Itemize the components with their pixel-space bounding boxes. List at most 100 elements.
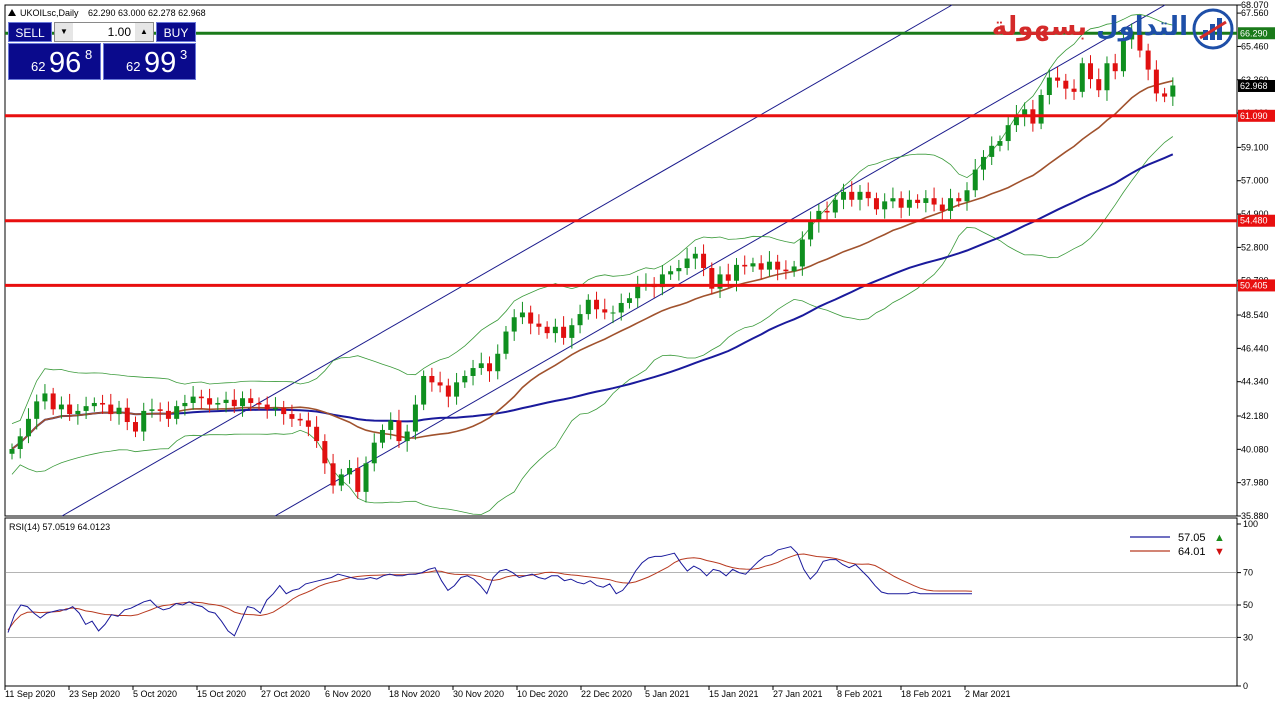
buy-button[interactable]: BUY — [156, 22, 196, 42]
candle-body — [9, 449, 15, 454]
candle-body — [75, 410, 81, 415]
candle-body — [931, 198, 937, 205]
candle-body — [157, 409, 163, 411]
candle-body — [470, 368, 476, 376]
candle-body — [240, 398, 246, 407]
candle-body — [412, 404, 418, 432]
candle-body — [100, 402, 106, 405]
candle-body — [577, 314, 583, 326]
candle-body — [684, 258, 690, 269]
candle-body — [1079, 63, 1085, 92]
rsi-legend-value: 57.05 — [1178, 532, 1206, 544]
price-tick-label: 40.080 — [1241, 444, 1269, 454]
main-chart-frame — [4, 4, 1238, 517]
price-tick-label: 37.980 — [1241, 478, 1269, 488]
candle-body — [445, 385, 451, 397]
candle-body — [939, 204, 945, 211]
bid-price-box[interactable]: 62 96 8 — [8, 43, 101, 80]
candle-body — [964, 190, 970, 202]
candle-body — [379, 429, 385, 443]
time-tick-label: 27 Jan 2021 — [773, 689, 823, 699]
candle-body — [536, 323, 542, 327]
time-tick-label: 6 Nov 2020 — [325, 689, 371, 699]
ask-price-box[interactable]: 62 99 3 — [103, 43, 196, 80]
candle-body — [1063, 80, 1069, 89]
candle-body — [231, 399, 237, 407]
time-tick-label: 5 Jan 2021 — [645, 689, 690, 699]
candle-body — [132, 422, 138, 432]
candle-body — [618, 302, 624, 313]
candle-body — [25, 418, 31, 437]
candle-body — [1170, 85, 1176, 97]
level-price-label: 50.405 — [1240, 280, 1268, 290]
price-tick-label: 42.180 — [1241, 411, 1269, 421]
price-tick-label: 48.540 — [1241, 310, 1269, 320]
logo-word-blue: التداول — [1096, 12, 1188, 42]
bid-big: 96 — [49, 47, 82, 79]
level-price-label: 54.480 — [1240, 216, 1268, 226]
time-tick-label: 15 Oct 2020 — [197, 689, 246, 699]
level-price-label: 66.290 — [1240, 28, 1268, 38]
candle-body — [626, 298, 632, 303]
candle-body — [1137, 31, 1143, 51]
lot-size-field[interactable]: ▼ 1.00 ▲ — [54, 22, 154, 42]
lot-down-icon[interactable]: ▼ — [55, 23, 73, 41]
candle-body — [857, 191, 863, 200]
candle-body — [404, 431, 410, 442]
candle-body — [503, 331, 509, 354]
upper-band-line — [11, 13, 1173, 424]
level-price-tag — [1238, 214, 1275, 227]
candle-body — [775, 261, 781, 270]
candle-body — [511, 317, 517, 332]
candle-body — [544, 326, 550, 334]
candle-body — [750, 263, 756, 267]
candle-body — [330, 463, 336, 486]
ask-prefix: 62 — [126, 59, 141, 74]
candle-body — [898, 198, 904, 208]
candle-body — [67, 404, 73, 415]
candle-body — [561, 326, 567, 338]
rsi-title: RSI(14) 57.0519 64.0123 — [9, 522, 110, 532]
level-price-tag — [1238, 109, 1275, 122]
candle-body — [1013, 115, 1019, 126]
candle-body — [635, 283, 641, 299]
candle-body — [223, 399, 229, 403]
candle-body — [915, 199, 921, 203]
candle-body — [108, 404, 114, 415]
candle-body — [421, 375, 427, 405]
time-tick-label: 15 Jan 2021 — [709, 689, 759, 699]
candle-body — [742, 264, 748, 267]
candle-body — [1104, 63, 1110, 91]
lot-size-value[interactable]: 1.00 — [107, 25, 131, 39]
time-tick-label: 23 Sep 2020 — [69, 689, 120, 699]
candle-body — [808, 222, 814, 240]
candle-body — [454, 382, 460, 397]
rsi-signal-line — [7, 553, 973, 631]
candle-body — [849, 191, 855, 200]
time-tick-label: 18 Nov 2020 — [389, 689, 440, 699]
rsi-frame — [4, 517, 1238, 687]
candle-body — [709, 268, 715, 289]
candle-body — [758, 263, 764, 270]
candle-body — [725, 274, 731, 281]
price-tick-label: 46.440 — [1241, 343, 1269, 353]
candle-body — [865, 191, 871, 199]
candle-body — [248, 398, 254, 403]
level-price-tag — [1238, 27, 1275, 40]
candle-body — [923, 198, 929, 203]
bid-sup: 8 — [85, 47, 93, 62]
rsi-tick-label: 100 — [1243, 519, 1258, 529]
sell-button[interactable]: SELL — [8, 22, 52, 42]
time-tick-label: 11 Sep 2020 — [5, 689, 55, 699]
lot-up-icon[interactable]: ▲ — [135, 23, 153, 41]
candle-body — [799, 239, 805, 267]
candle-body — [487, 363, 493, 372]
rsi-tick-label: 0 — [1243, 681, 1248, 691]
logo-word-red: بسهولة — [991, 12, 1087, 42]
candle-body — [816, 210, 822, 223]
candle-body — [34, 401, 40, 419]
candle-body — [610, 312, 616, 314]
candle-body — [355, 468, 361, 492]
candle-body — [182, 402, 188, 407]
